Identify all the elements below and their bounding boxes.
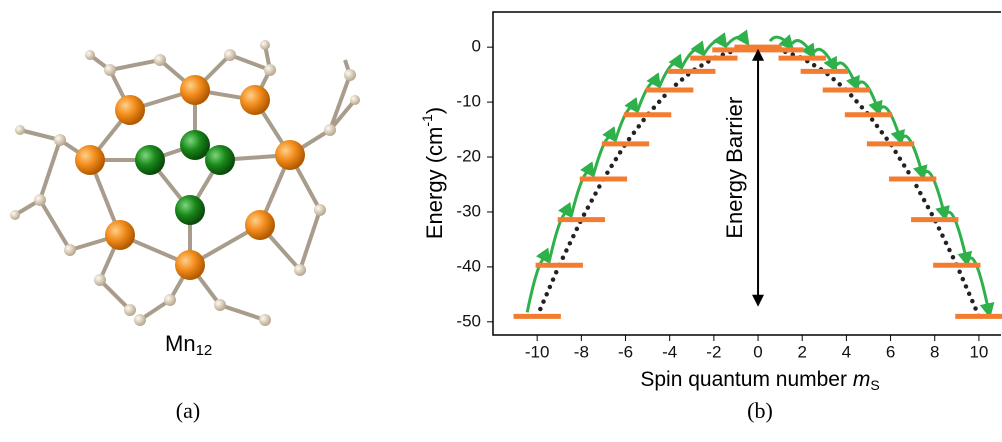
energy-curve bbox=[534, 44, 982, 319]
transition-arrow bbox=[658, 53, 684, 87]
x-tick-label: 0 bbox=[753, 342, 762, 361]
x-axis-label: Spin quantum number mS bbox=[640, 368, 879, 393]
transition-arrow bbox=[857, 80, 883, 117]
x-tick-label: 10 bbox=[969, 342, 988, 361]
x-tick-label: -8 bbox=[574, 342, 589, 361]
y-tick-label: 0 bbox=[472, 37, 481, 56]
transition-arrow bbox=[790, 39, 816, 60]
transition-arrow bbox=[768, 34, 795, 51]
y-tick-label: -10 bbox=[456, 92, 481, 111]
transition-arrow bbox=[812, 47, 838, 73]
y-tick-label: -30 bbox=[456, 201, 481, 220]
transition-arrow bbox=[702, 32, 728, 55]
x-tick-label: 8 bbox=[930, 342, 939, 361]
plot-frame bbox=[492, 11, 1001, 336]
transition-arrow bbox=[614, 97, 640, 141]
x-tick-label: -10 bbox=[525, 342, 550, 361]
transition-arrow bbox=[835, 61, 860, 92]
transition-arrow bbox=[879, 105, 905, 146]
x-tick-label: 4 bbox=[842, 342, 851, 361]
transition-arrow bbox=[724, 29, 750, 47]
x-tick-label: 6 bbox=[886, 342, 895, 361]
atoms bbox=[10, 40, 360, 326]
barrier-label: Energy Barrier bbox=[722, 97, 747, 239]
x-tick-label: -2 bbox=[706, 342, 721, 361]
y-axis-label: Energy (cm-1) bbox=[419, 107, 447, 239]
x-tick-label: -4 bbox=[662, 342, 677, 361]
molecule-caption: Mn12 bbox=[165, 331, 212, 359]
panel-label: (b) bbox=[747, 398, 773, 423]
transition-arrow bbox=[636, 72, 662, 112]
y-tick-label: -50 bbox=[456, 311, 481, 330]
x-tick-label: -6 bbox=[618, 342, 633, 361]
x-tick-label: 2 bbox=[797, 342, 806, 361]
y-tick-label: -20 bbox=[456, 147, 481, 166]
y-tick-label: -40 bbox=[456, 256, 481, 275]
transition-arrow bbox=[680, 40, 706, 69]
panel-label: (a) bbox=[176, 398, 200, 423]
